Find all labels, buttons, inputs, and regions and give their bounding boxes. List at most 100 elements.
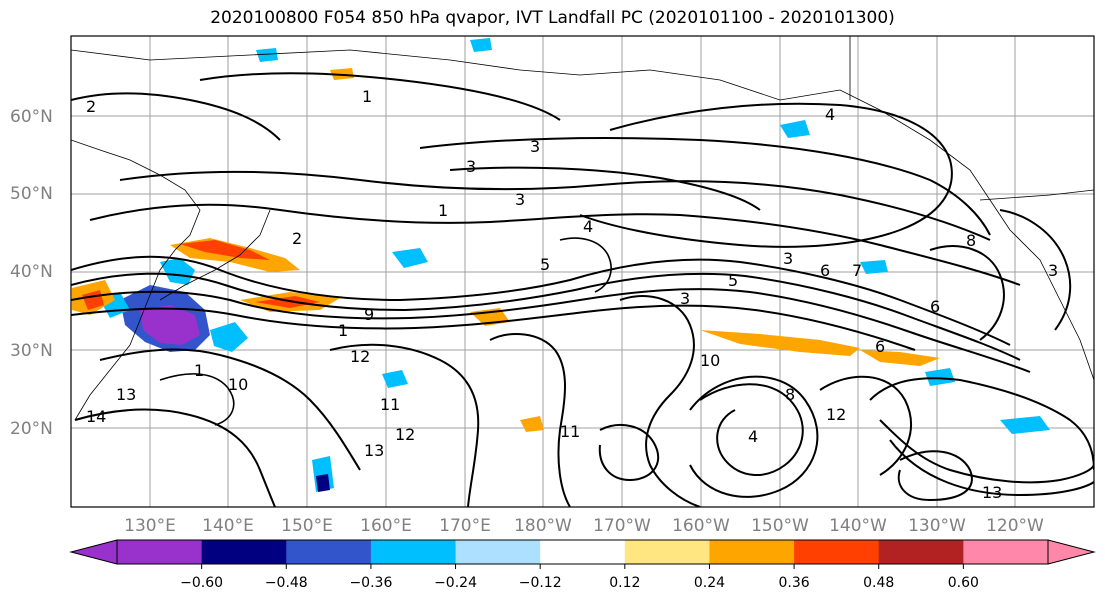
anomaly-patch — [140, 305, 200, 345]
contour-line — [699, 383, 804, 477]
contour-line — [71, 272, 1021, 361]
contour-label: 2 — [86, 97, 96, 116]
contour-line — [199, 72, 561, 121]
contour-line — [419, 137, 991, 236]
colorbar-tick-label: 0.60 — [948, 575, 979, 591]
contour-label: 1 — [362, 87, 372, 106]
contour-label: 8 — [966, 231, 976, 250]
map-border — [70, 35, 1095, 508]
contour-line — [889, 439, 1094, 496]
contour-label: 3 — [783, 249, 793, 268]
contour-label: 1 — [438, 201, 448, 220]
coastline — [71, 49, 1094, 381]
contour-label: 1 — [338, 321, 348, 340]
contour-line — [489, 333, 571, 507]
contour-label: 5 — [728, 271, 738, 290]
lon-label: 160°E — [360, 516, 412, 536]
contour-label: 6 — [820, 261, 830, 280]
contour-label: 13 — [364, 441, 384, 460]
contour-label: 10 — [228, 375, 248, 394]
contour-line — [999, 209, 1072, 331]
contour-label: 4 — [748, 427, 758, 446]
contour-label: 11 — [560, 422, 580, 441]
contour-label: 3 — [530, 137, 540, 156]
coastline — [159, 209, 271, 301]
contour-line — [619, 295, 701, 507]
contour-label: 4 — [825, 105, 835, 124]
contour-line — [71, 304, 916, 351]
colorbar-outline — [116, 539, 1049, 565]
colorbar-swatch — [455, 540, 541, 564]
contour-label: 13 — [116, 385, 136, 404]
colorbar-tick-label: 0.24 — [694, 575, 725, 591]
contour-line — [897, 450, 973, 501]
colorbar-tick-label: −0.48 — [265, 575, 308, 591]
contour-label: 3 — [1048, 261, 1058, 280]
contour-line — [449, 166, 761, 211]
contour-line — [689, 375, 819, 498]
lon-label: 130°E — [124, 516, 176, 536]
contour-label: 12 — [395, 425, 415, 444]
anomaly-patch — [470, 38, 492, 52]
contour-label: 2 — [292, 229, 302, 248]
contour-line — [598, 424, 660, 481]
colorbar-tick-label: 0.12 — [609, 575, 640, 591]
colorbar-swatch — [878, 540, 964, 564]
contour-label: 10 — [700, 351, 720, 370]
colorbar-swatch — [117, 540, 203, 564]
contour-label: 6 — [875, 337, 885, 356]
colorbar-tick-label: −0.60 — [180, 575, 223, 591]
lon-label: 170°W — [593, 516, 651, 536]
contour-label: 8 — [785, 385, 795, 404]
contour-line — [119, 170, 991, 241]
graticule — [71, 36, 1094, 507]
contour-label: 12 — [826, 405, 846, 424]
colorbar-tick-label: 0.48 — [863, 575, 894, 591]
contour-line — [929, 245, 1005, 341]
lat-label: 40°N — [10, 262, 53, 282]
contour-line — [869, 377, 1094, 471]
lon-label: 150°E — [281, 516, 333, 536]
colorbar-swatch — [624, 540, 710, 564]
coastline — [979, 189, 1094, 201]
lat-label: 20°N — [10, 419, 53, 439]
anomaly-patch — [316, 474, 330, 492]
contour-line — [559, 237, 612, 293]
contour-label: 6 — [930, 297, 940, 316]
contour-line — [159, 373, 235, 426]
lon-label: 140°W — [829, 516, 887, 536]
lon-label: 160°W — [672, 516, 730, 536]
colorbar-tick-label: 0.36 — [779, 575, 810, 591]
contour-line — [819, 375, 912, 476]
lon-label: 170°E — [439, 516, 491, 536]
anomaly-patch — [1000, 416, 1050, 434]
anomaly-patch — [392, 248, 428, 268]
colorbar-max-extend — [1048, 540, 1094, 564]
anomaly-patch — [860, 260, 888, 274]
colorbar-min-extend — [71, 540, 117, 564]
colorbar-outline-left — [69, 539, 118, 565]
anomaly-patch — [210, 322, 248, 352]
lat-label: 60°N — [10, 107, 53, 127]
colorbar-tick-label: −0.24 — [434, 575, 477, 591]
contour-line — [71, 255, 1011, 346]
lon-label: 140°E — [202, 516, 254, 536]
contour-line — [71, 92, 281, 141]
anomaly-patch — [520, 416, 544, 432]
map-title: 2020100800 F054 850 hPa qvapor, IVT Land… — [210, 8, 895, 28]
contour-label: 9 — [364, 305, 374, 324]
contour-label: 3 — [680, 289, 690, 308]
colorbar-swatch — [540, 540, 626, 564]
contour-line — [74, 408, 276, 507]
anomaly-patch — [860, 350, 940, 366]
lon-label: 120°W — [986, 516, 1044, 536]
anomaly-patch — [180, 240, 270, 260]
contour-line — [99, 348, 361, 471]
lat-label: 30°N — [10, 341, 53, 361]
contour-label: 3 — [515, 190, 525, 209]
ivt-contours — [71, 72, 1094, 507]
colorbar-outline-right — [1047, 539, 1096, 565]
contour-labels: 2 3 3 3 3 4 4 5 5 6 6 7 8 9 10 10 11 11 … — [86, 87, 1058, 502]
colorbar-swatch — [370, 540, 457, 564]
contour-label: 5 — [540, 255, 550, 274]
